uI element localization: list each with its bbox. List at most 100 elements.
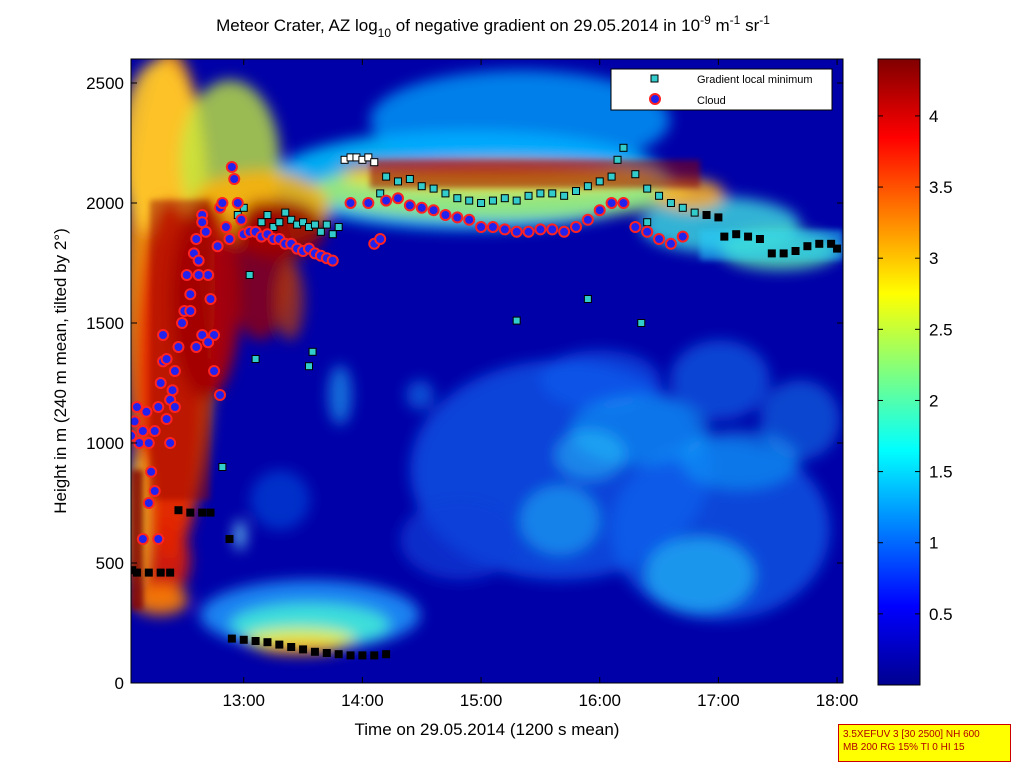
gradient-minimum-point	[488, 196, 497, 205]
cloud-point	[168, 365, 181, 377]
gradient-minimum-point	[441, 189, 450, 198]
cloud-point	[166, 384, 179, 397]
cloud-point	[131, 429, 137, 442]
cloud-point	[154, 377, 167, 389]
y-axis: 0 500 1000 1500 2000 2500	[86, 74, 843, 693]
gradient-minimum-point	[198, 508, 207, 517]
gradient-minimum-point	[334, 650, 343, 659]
colorbar: 0.5 1 1.5 2 2.5 3 3.5 4	[877, 58, 953, 686]
cloud-point	[427, 204, 440, 217]
gradient-minimum-point	[132, 568, 141, 577]
cloud-point	[451, 211, 464, 224]
legend-marker-gradient-local-minimum	[650, 74, 659, 83]
cloud-point	[581, 213, 594, 226]
x-tick-label: 16:00	[578, 691, 621, 710]
gradient-minimum-point	[744, 232, 753, 241]
cloud-point	[136, 533, 149, 545]
gradient-minimum-point	[417, 182, 426, 191]
cloud-point	[199, 225, 212, 238]
gradient-minimum-point	[358, 651, 367, 660]
gradient-minimum-point	[299, 218, 308, 227]
gradient-minimum-point	[328, 230, 337, 239]
cloud-point	[225, 161, 238, 173]
gradient-minimum-point	[732, 230, 741, 239]
gradient-minimum-point	[637, 319, 646, 327]
plot-frame	[130, 58, 844, 684]
gradient-minimum-point	[166, 568, 175, 577]
cloud-point	[228, 173, 241, 185]
cloud-point	[196, 216, 209, 229]
gradient-minimum-point	[322, 220, 331, 229]
gradient-minimum-point	[643, 218, 652, 227]
gradient-minimum-point	[364, 153, 373, 162]
gradient-minimum-point	[720, 232, 729, 241]
gradient-minimum-point	[263, 638, 272, 647]
y-tick-label: 500	[96, 554, 124, 573]
cloud-point	[463, 213, 476, 226]
cloud-point	[142, 497, 155, 509]
x-tick-label: 18:00	[816, 691, 859, 710]
cloud-point	[231, 197, 244, 209]
cloud-point	[676, 230, 689, 243]
colorbar-tick-label: 2.5	[929, 320, 953, 339]
colorbar-tick-label: 3	[929, 249, 938, 268]
cloud-point	[148, 425, 161, 437]
cloud-point	[152, 533, 165, 545]
gradient-minimum-point	[310, 647, 319, 656]
cloud-point	[184, 305, 197, 317]
gradient-minimum-point	[239, 635, 248, 644]
gradient-minimum-point	[305, 362, 313, 371]
cloud-point	[605, 197, 618, 209]
cloud-point	[374, 233, 387, 245]
colorbar-fill	[877, 58, 921, 686]
y-tick-label: 0	[115, 674, 124, 693]
gradient-minimum-point	[583, 182, 592, 191]
gradient-minimum-point	[619, 143, 628, 152]
gradient-minimum-point	[583, 295, 592, 303]
gradient-minimum-point	[702, 211, 711, 219]
gradient-minimum-point	[299, 645, 308, 654]
gradient-minimum-point	[144, 568, 153, 577]
gradient-minimum-point	[251, 355, 260, 363]
gradient-minimum-point	[631, 170, 640, 179]
x-tick-label: 15:00	[460, 691, 503, 710]
colorbar-tick-label: 1	[929, 534, 938, 553]
gradient-minimum-point	[310, 220, 319, 229]
x-tick-label: 14:00	[341, 691, 384, 710]
cloud-point	[534, 223, 547, 236]
gradient-minimum-point	[714, 213, 723, 222]
cloud-point	[211, 240, 224, 253]
gradient-minimum-point	[477, 199, 486, 207]
gradient-minimum-point	[275, 218, 284, 227]
x-tick-label: 17:00	[697, 691, 740, 710]
cloud-point	[439, 209, 452, 221]
gradient-minimum-point	[322, 649, 331, 657]
gradient-minimum-point	[607, 172, 616, 181]
cloud-markers	[131, 161, 689, 545]
cloud-point	[475, 221, 488, 233]
legend-box	[610, 68, 833, 111]
settings-info-box: 3.5XEFUV 3 [30 2500] NH 600 MB 200 RG 15…	[838, 724, 1011, 762]
gradient-minimum-point	[218, 463, 227, 471]
cloud-point	[142, 437, 155, 449]
gradient-minimum-point	[803, 242, 812, 251]
cloud-point	[223, 233, 236, 245]
cloud-point	[160, 413, 173, 425]
cloud-point	[617, 197, 630, 209]
cloud-point	[415, 201, 428, 214]
gradient-minimum-point	[524, 191, 533, 200]
gradient-minimum-point	[245, 271, 254, 279]
x-axis-label: Time on 29.05.2014 (1200 s mean)	[355, 720, 620, 739]
info-line-2: MB 200 RG 15% TI 0 HI 15	[843, 742, 965, 753]
y-tick-label: 1500	[86, 314, 124, 333]
gradient-minimum-point	[225, 535, 234, 543]
cloud-point	[380, 194, 393, 207]
chart-title: Meteor Crater, AZ log10 of negative grad…	[216, 13, 770, 40]
gradient-minimum-point	[275, 640, 284, 649]
gradient-minimum-point	[655, 191, 664, 200]
gradient-minimum-point	[174, 506, 183, 515]
gradient-minimum-point	[269, 223, 278, 231]
gradient-minimum-point	[779, 249, 788, 258]
gradient-minimum-point	[370, 158, 379, 167]
cloud-point	[131, 401, 143, 413]
